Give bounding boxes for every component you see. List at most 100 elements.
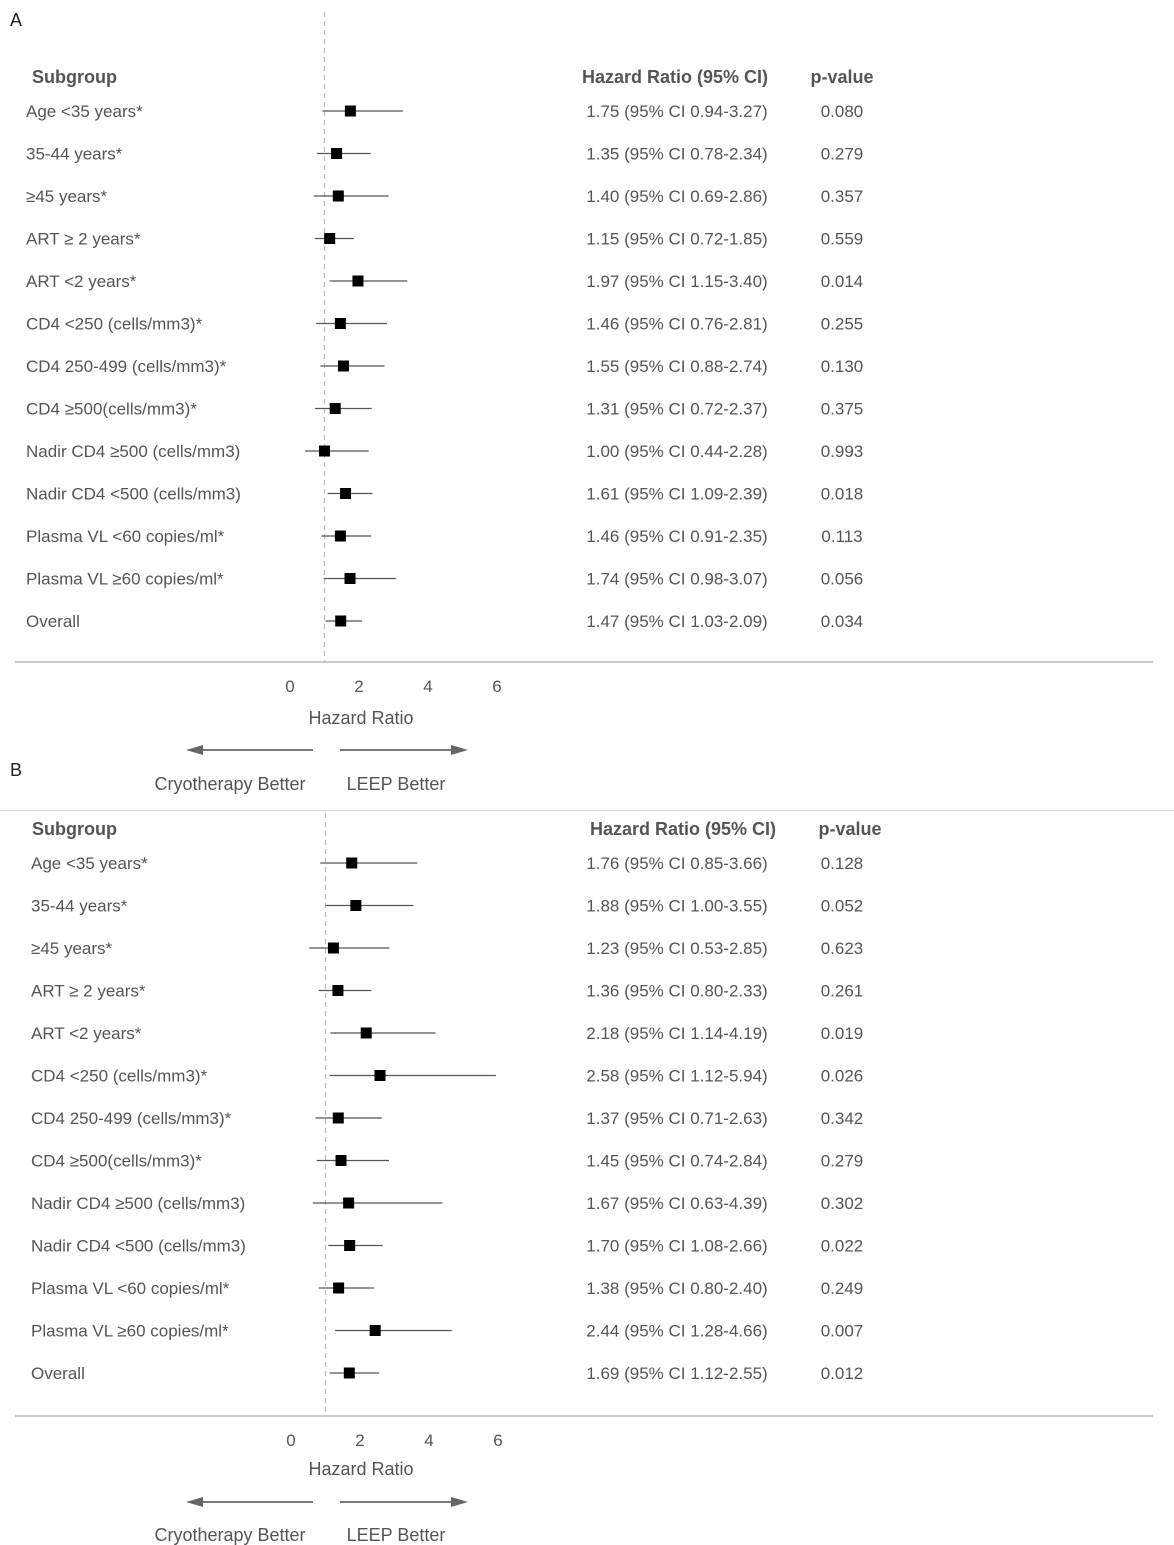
hr-marker <box>335 615 347 627</box>
hr-ci-value: 1.61 (95% CI 1.09-2.39) <box>586 485 767 504</box>
hr-marker <box>343 1367 355 1379</box>
forest-panel-a: A Subgroup Hazard Ratio (95% CI) p-value Ag… <box>10 10 1153 794</box>
subgroup-label: 35-44 years* <box>31 897 128 916</box>
subgroup-label: CD4 <250 (cells/mm3)* <box>31 1067 208 1086</box>
header-hazard-ratio: Hazard Ratio (95% CI) <box>582 67 768 87</box>
x-tick-label: 6 <box>493 1431 502 1450</box>
hr-ci-value: 1.75 (95% CI 0.94-3.27) <box>586 102 767 121</box>
p-value: 0.022 <box>821 1237 864 1256</box>
subgroup-label: 35-44 years* <box>26 145 123 164</box>
left-arrow-icon <box>186 1497 203 1507</box>
panel-label-b: B <box>10 760 23 780</box>
hr-ci-value: 1.00 (95% CI 0.44-2.28) <box>586 442 767 461</box>
p-value: 0.128 <box>821 854 864 873</box>
p-value: 0.279 <box>821 145 864 164</box>
p-value: 0.056 <box>821 570 864 589</box>
hr-marker <box>360 1027 372 1039</box>
subgroup-label: ART ≥ 2 years* <box>31 982 146 1001</box>
subgroup-label: Age <35 years* <box>26 102 143 121</box>
header-hazard-ratio: Hazard Ratio (95% CI) <box>590 819 776 839</box>
subgroup-label: Plasma VL <60 copies/ml* <box>31 1279 230 1298</box>
p-value: 0.357 <box>821 187 864 206</box>
x-axis-label: Hazard Ratio <box>308 708 413 728</box>
subgroup-label: ≥45 years* <box>26 187 108 206</box>
p-value: 0.302 <box>821 1194 864 1213</box>
p-value: 0.342 <box>821 1109 864 1128</box>
hr-ci-value: 1.46 (95% CI 0.76-2.81) <box>586 315 767 334</box>
hr-ci-value: 1.70 (95% CI 1.08-2.66) <box>586 1237 767 1256</box>
subgroup-label: Nadir CD4 ≥500 (cells/mm3) <box>26 442 240 461</box>
hr-ci-value: 1.15 (95% CI 0.72-1.85) <box>586 230 767 249</box>
hr-ci-value: 2.18 (95% CI 1.14-4.19) <box>586 1024 767 1043</box>
x-tick-label: 4 <box>423 677 432 696</box>
left-direction-label: Cryotherapy Better <box>154 774 305 794</box>
header-p-value: p-value <box>818 819 881 839</box>
right-arrow-icon <box>451 745 468 755</box>
subgroup-label: ART <2 years* <box>26 272 137 291</box>
x-tick-label: 2 <box>355 1431 364 1450</box>
forest-plot-b: Subgroup Hazard Ratio (95% CI) p-value Age … <box>15 813 1153 1545</box>
p-value: 0.018 <box>821 485 864 504</box>
subgroup-label: Plasma VL ≥60 copies/ml* <box>26 570 224 589</box>
hr-marker <box>344 105 356 117</box>
hr-marker <box>350 900 362 911</box>
subgroup-label: CD4 <250 (cells/mm3)* <box>26 315 203 334</box>
hr-ci-value: 1.37 (95% CI 0.71-2.63) <box>586 1109 767 1128</box>
right-direction-label: LEEP Better <box>347 1525 446 1545</box>
p-value: 0.034 <box>821 612 864 631</box>
x-axis-label: Hazard Ratio <box>308 1459 413 1479</box>
x-tick-label: 0 <box>286 1431 295 1450</box>
subgroup-label: ART <2 years* <box>31 1024 142 1043</box>
subgroup-label: Nadir CD4 <500 (cells/mm3) <box>26 485 241 504</box>
p-value: 0.623 <box>821 939 864 958</box>
x-tick-label: 2 <box>354 677 363 696</box>
x-tick-label: 6 <box>492 677 501 696</box>
hr-marker <box>344 573 356 584</box>
hr-marker <box>333 1282 345 1294</box>
x-tick-label: 4 <box>424 1431 433 1450</box>
subgroup-label: Plasma VL <60 copies/ml* <box>26 527 225 546</box>
hr-ci-value: 1.47 (95% CI 1.03-2.09) <box>586 612 767 631</box>
subgroup-label: CD4 250-499 (cells/mm3)* <box>31 1109 232 1128</box>
hr-marker <box>344 1240 356 1251</box>
hr-ci-value: 1.23 (95% CI 0.53-2.85) <box>586 939 767 958</box>
p-value: 0.014 <box>821 272 864 291</box>
p-value: 0.375 <box>821 400 864 419</box>
header-subgroup: Subgroup <box>32 819 117 839</box>
hr-ci-value: 1.36 (95% CI 0.80-2.33) <box>586 982 767 1001</box>
hr-marker <box>332 985 344 996</box>
subgroup-label: ART ≥ 2 years* <box>26 230 141 249</box>
hr-marker <box>335 1155 347 1166</box>
hr-marker <box>369 1325 381 1336</box>
subgroup-label: Nadir CD4 <500 (cells/mm3) <box>31 1237 246 1256</box>
subgroup-label: Overall <box>31 1364 85 1383</box>
subgroup-label: CD4 ≥500(cells/mm3)* <box>26 400 197 419</box>
left-arrow-icon <box>186 745 203 755</box>
hr-ci-value: 1.38 (95% CI 0.80-2.40) <box>586 1279 767 1298</box>
hr-ci-value: 1.45 (95% CI 0.74-2.84) <box>586 1152 767 1171</box>
p-value: 0.019 <box>821 1024 864 1043</box>
hr-marker <box>340 488 352 499</box>
right-direction-label: LEEP Better <box>347 774 446 794</box>
p-value: 0.012 <box>821 1364 864 1383</box>
hr-ci-value: 1.69 (95% CI 1.12-2.55) <box>586 1364 767 1383</box>
hr-ci-value: 1.76 (95% CI 0.85-3.66) <box>586 854 767 873</box>
subgroup-label: CD4 ≥500(cells/mm3)* <box>31 1152 202 1171</box>
forest-plot-a: Subgroup Hazard Ratio (95% CI) p-value Age … <box>15 12 1153 794</box>
x-tick-label: 0 <box>285 677 294 696</box>
p-value: 0.026 <box>821 1067 864 1086</box>
hr-marker <box>352 275 364 287</box>
hr-ci-value: 1.40 (95% CI 0.69-2.86) <box>586 187 767 206</box>
subgroup-label: Age <35 years* <box>31 854 148 873</box>
hr-ci-value: 2.58 (95% CI 1.12-5.94) <box>586 1067 767 1086</box>
p-value: 0.113 <box>821 527 862 546</box>
hr-ci-value: 1.46 (95% CI 0.91-2.35) <box>586 527 767 546</box>
subgroup-label: ≥45 years* <box>31 939 113 958</box>
hr-marker <box>343 1197 355 1209</box>
subgroup-label: Nadir CD4 ≥500 (cells/mm3) <box>31 1194 245 1213</box>
p-value: 0.279 <box>821 1152 864 1171</box>
p-value: 0.007 <box>821 1322 864 1341</box>
hr-marker <box>334 530 346 542</box>
forest-panel-b: Subgroup Hazard Ratio (95% CI) p-value Age … <box>0 810 1174 1545</box>
hr-ci-value: 2.44 (95% CI 1.28-4.66) <box>586 1322 767 1341</box>
